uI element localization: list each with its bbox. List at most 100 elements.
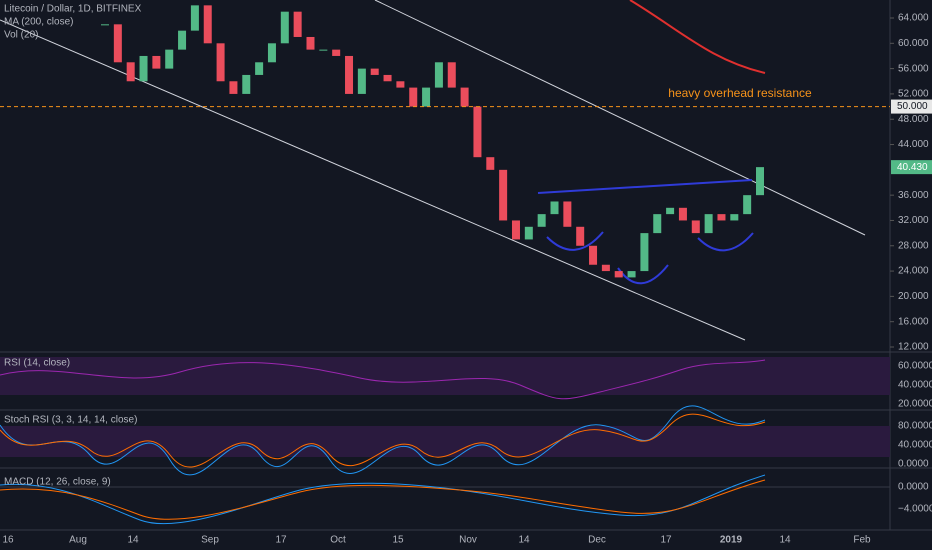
price-marker-label: 50.000 xyxy=(897,101,928,112)
time-label: Nov xyxy=(459,535,477,546)
ma-title: MA (200, close) xyxy=(4,17,73,28)
candle xyxy=(306,36,315,50)
rsi-tick: 60.0000 xyxy=(898,361,932,372)
candle xyxy=(139,55,148,82)
candle xyxy=(537,214,546,227)
price-tick: 64.000 xyxy=(898,13,929,24)
candle xyxy=(267,43,276,63)
macd-tick: −4.0000 xyxy=(898,504,932,515)
pane-title: Stoch RSI (3, 3, 14, 14, close) xyxy=(4,415,137,426)
price-marker xyxy=(891,160,932,175)
symbol: Litecoin / Dollar, 1D, BITFINEX xyxy=(4,4,142,15)
time-label: 14 xyxy=(779,535,791,546)
candle xyxy=(730,214,739,221)
pane-title: RSI (14, close) xyxy=(4,358,70,369)
candle xyxy=(460,87,469,107)
candle xyxy=(627,271,636,278)
annotation: heavy overhead resistance xyxy=(668,86,812,100)
candle xyxy=(113,24,122,63)
time-label: 16 xyxy=(2,535,14,546)
candle xyxy=(717,214,726,221)
price-marker-label: 40.430 xyxy=(897,162,928,173)
candle xyxy=(293,11,302,37)
time-label: Oct xyxy=(330,535,346,546)
time-label: 17 xyxy=(660,535,672,546)
price-tick: 56.000 xyxy=(898,63,929,74)
candle xyxy=(190,5,199,31)
candle xyxy=(178,30,187,50)
candle xyxy=(653,214,662,234)
macd-line xyxy=(0,474,766,525)
candle xyxy=(396,81,405,88)
candle xyxy=(126,62,135,82)
candle xyxy=(165,49,174,69)
time-label: Dec xyxy=(588,535,606,546)
candle xyxy=(743,195,752,215)
price-tick: 20.000 xyxy=(898,291,929,302)
candle xyxy=(473,106,482,158)
candle xyxy=(756,167,764,196)
candle xyxy=(666,207,675,215)
candle xyxy=(486,157,495,170)
candle xyxy=(640,233,649,272)
price-tick: 44.000 xyxy=(898,139,929,150)
time-label: 17 xyxy=(275,535,287,546)
price-tick: 36.000 xyxy=(898,190,929,201)
vol-title: Vol (20) xyxy=(4,30,38,41)
candle xyxy=(422,87,431,107)
candle xyxy=(409,87,418,107)
candle xyxy=(345,55,354,94)
candle xyxy=(203,5,212,44)
time-label: 2019 xyxy=(720,535,743,546)
time-label: Feb xyxy=(853,535,871,546)
pane-title: MACD (12, 26, close, 9) xyxy=(4,477,111,488)
candle xyxy=(101,24,109,26)
price-plot xyxy=(101,5,764,278)
stoch-d xyxy=(0,413,766,468)
shoulder-left xyxy=(546,231,604,251)
channel-lower xyxy=(0,19,746,341)
time-label: 14 xyxy=(127,535,139,546)
candle xyxy=(332,49,341,56)
candle xyxy=(280,11,289,44)
stoch-tick: 40.0000 xyxy=(898,440,932,451)
candle xyxy=(563,201,572,227)
price-tick: 28.000 xyxy=(898,240,929,251)
price-tick: 32.000 xyxy=(898,215,929,226)
candle xyxy=(434,62,443,88)
price-tick: 52.000 xyxy=(898,89,929,100)
shoulder-right xyxy=(697,232,754,252)
candle xyxy=(576,226,585,246)
rsi-band xyxy=(0,357,890,395)
price-marker xyxy=(891,99,932,114)
candle xyxy=(601,264,610,272)
ma-200 xyxy=(629,0,766,74)
price-tick: 48.000 xyxy=(898,114,929,125)
stoch-k xyxy=(0,405,766,476)
candle xyxy=(216,43,225,82)
candle xyxy=(229,81,238,94)
candle xyxy=(255,62,264,75)
rsi-line xyxy=(0,359,766,400)
candle xyxy=(691,220,700,234)
candle xyxy=(383,74,392,82)
time-label: 15 xyxy=(392,535,404,546)
price-tick: 16.000 xyxy=(898,316,929,327)
channel-upper xyxy=(374,0,866,236)
rsi-tick: 40.0000 xyxy=(898,380,932,391)
candle xyxy=(152,55,161,69)
time-label: Aug xyxy=(69,535,87,546)
macd-signal xyxy=(0,479,766,520)
stoch-band xyxy=(0,426,890,457)
candle xyxy=(550,201,559,215)
candle xyxy=(357,68,366,94)
candle xyxy=(589,245,598,265)
candle xyxy=(242,74,251,94)
price-tick: 12.000 xyxy=(898,342,929,353)
price-tick: 60.000 xyxy=(898,38,929,49)
candle xyxy=(678,207,687,221)
candle xyxy=(704,214,713,234)
stoch-tick: 0.0000 xyxy=(898,459,929,470)
stoch-tick: 80.0000 xyxy=(898,421,932,432)
